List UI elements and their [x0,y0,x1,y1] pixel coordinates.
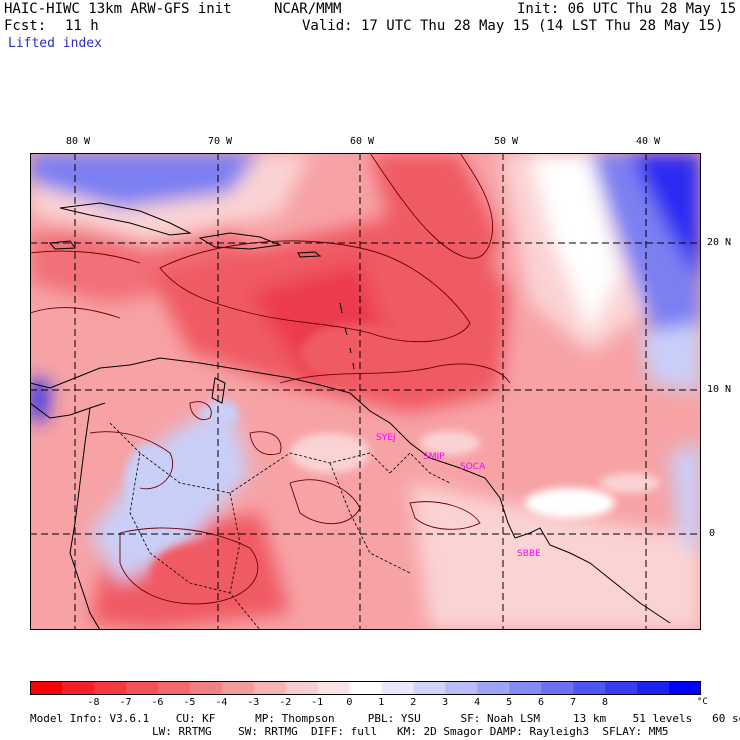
colorbar-tick-label: 7 [569,697,577,708]
colorbar-cell [477,681,510,695]
colorbar-tick-label: 0 [346,697,353,708]
colorbar-cell [445,681,478,695]
colorbar-cell [30,681,63,695]
station-syej: SYEJ [376,433,396,443]
lon-label-40w: 40 W [636,136,661,147]
colorbar-cell [317,681,350,695]
stations: SYEJ SMJP SOCA SBBE [376,433,541,559]
model-info-line2: LW: RRTMG SW: RRTMG DIFF: full KM: 2D Sm… [152,725,669,738]
colorbar-cell [605,681,638,695]
lon-label-60w: 60 W [350,136,375,147]
lifted-index-map: SYEJ SMJP SOCA SBBE [30,153,701,630]
coastlines [30,202,671,630]
colorbar-tick-label: -5 [183,697,196,708]
colorbar-tick-label: 6 [538,697,545,708]
colorbar-cell [637,681,670,695]
colorbar-cell [349,681,382,695]
colorbar-cell [157,681,191,695]
colorbar-cell [509,681,542,695]
station-soca: SOCA [460,462,486,472]
colorbar-cell [221,681,254,695]
colorbar-cell [189,681,223,695]
colorbar-cell [413,681,446,695]
colorbar-tick-label: 2 [410,697,417,708]
init-time: Init: 06 UTC Thu 28 May 15 [517,1,737,17]
colorbar-cell [381,681,414,695]
colorbar-cell [541,681,574,695]
lat-label-20n: 20 N [707,237,732,248]
colorbar-tick-label: -2 [279,697,292,708]
colorbar-tick-label: 3 [442,697,449,708]
station-smjp: SMJP [423,452,445,462]
colorbar-tick-label: 1 [378,697,385,708]
colorbar-tick-label: -4 [215,697,228,708]
colorbar [30,681,701,695]
lon-label-80w: 80 W [66,136,91,147]
lon-label-50w: 50 W [494,136,519,147]
colorbar-tick-label: -8 [87,697,100,708]
colorbar-tick-label: 8 [601,697,608,708]
colorbar-cell [125,681,159,695]
lat-label-0: 0 [709,528,716,539]
org-label: NCAR/MMM [274,1,342,17]
lon-label-70w: 70 W [208,136,233,147]
model-title: HAIC-HIWC 13km ARW-GFS init [4,1,232,17]
map-frame [30,153,701,630]
field-shading [30,153,701,630]
colorbar-unit: °C [697,697,708,707]
colorbar-cell [61,681,95,695]
colorbar-cell [573,681,606,695]
model-info-line1: Model Info: V3.6.1 CU: KF MP: Thompson P… [30,712,740,725]
fcst-label: Fcst: [4,18,47,34]
graticule [30,153,701,630]
field-name: Lifted index [8,36,102,51]
valid-time: Valid: 17 UTC Thu 28 May 15 (14 LST Thu … [302,18,724,34]
colorbar-tick-label: -7 [119,697,132,708]
colorbar-tick-label: 5 [506,697,513,708]
field-detail [125,323,660,603]
colorbar-tick-label: -3 [247,697,260,708]
colorbar-cell [285,681,318,695]
colorbar-cell [93,681,127,695]
fcst-value: 11 h [65,18,99,34]
colorbar-tick-label: -6 [151,697,164,708]
colorbar-cell [253,681,286,695]
colorbar-tick-label: -1 [311,697,324,708]
colorbar-tick-label: 4 [474,697,481,708]
lat-label-10n: 10 N [707,384,732,395]
station-sbbe: SBBE [517,549,541,559]
colorbar-cell [669,681,701,695]
